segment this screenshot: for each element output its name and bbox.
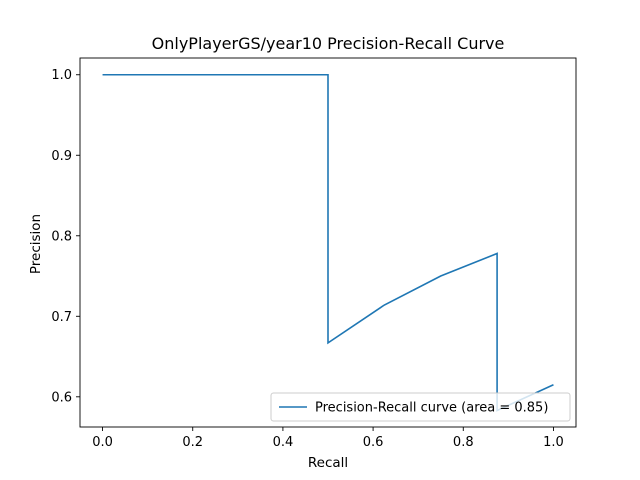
- y-tick-label: 1.0: [51, 68, 72, 83]
- y-axis-label: Precision: [28, 214, 44, 274]
- plot-area: 0.0 0.2 0.4 0.6 0.8 1.0 0.6 0.7 0.8 0.9 1.0 Precisi…: [51, 57, 577, 450]
- axes-frame: [79, 57, 577, 428]
- x-tick-label: 0.0: [92, 435, 113, 450]
- series-line-0: [102, 73, 554, 412]
- legend-label-0: Precision-Recall curve (area = 0.85): [315, 401, 548, 416]
- legend-box: [270, 392, 571, 422]
- x-tick-label: 0.4: [273, 435, 294, 450]
- x-tick-label: 0.2: [182, 435, 203, 450]
- x-tick-label: 1.0: [543, 435, 564, 450]
- x-tick-label: 0.6: [363, 435, 384, 450]
- y-tick-label: 0.8: [51, 229, 72, 244]
- x-tick-label: 0.8: [453, 435, 474, 450]
- y-tick-label: 0.6: [51, 390, 72, 405]
- y-tick-label: 0.9: [51, 149, 72, 164]
- chart-title: OnlyPlayerGS/year10 Precision-Recall Cur…: [152, 34, 505, 53]
- x-axis-label: Recall: [308, 455, 348, 471]
- y-tick-label: 0.7: [51, 310, 72, 325]
